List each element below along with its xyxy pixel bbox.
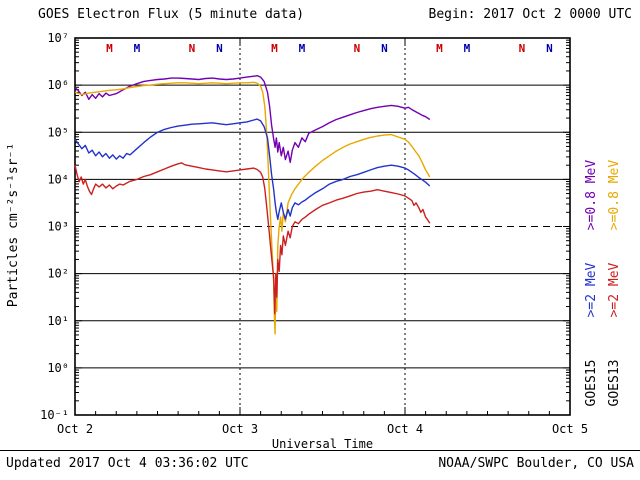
begin-time-label: Begin: 2017 Oct 2 0000 UTC bbox=[428, 7, 633, 22]
updated-timestamp: Updated 2017 Oct 4 03:36:02 UTC bbox=[6, 456, 249, 471]
marker-m: M bbox=[271, 42, 278, 55]
series-goes15-0-8-mev bbox=[74, 74, 431, 164]
y-axis-label: Particles cm⁻²s⁻¹sr⁻¹ bbox=[6, 142, 21, 308]
marker-n: N bbox=[189, 42, 196, 55]
marker-m: M bbox=[464, 42, 471, 55]
x-tick-label: Oct 5 bbox=[552, 422, 588, 436]
electron-flux-chart: M M N N M M N N M M N N 10⁷ 10⁶ 10⁵ 10⁴ 10³ 10² 10¹ 10⁰ 10⁻¹… bbox=[40, 31, 588, 436]
plot-border bbox=[74, 37, 571, 416]
y-tick-label: 10³ bbox=[47, 220, 69, 234]
y-tick-label: 10⁴ bbox=[47, 172, 69, 186]
marker-m: M bbox=[134, 42, 141, 55]
y-tick-label: 10⁶ bbox=[47, 78, 69, 92]
x-axis-label: Universal Time bbox=[271, 437, 374, 451]
y-tick-label: 10⁻¹ bbox=[40, 408, 69, 422]
chart-title: GOES Electron Flux (5 minute data) bbox=[38, 7, 305, 22]
marker-n: N bbox=[216, 42, 223, 55]
x-tick-label: Oct 4 bbox=[387, 422, 423, 436]
x-tick-label: Oct 2 bbox=[57, 422, 93, 436]
y-tick-label: 10¹ bbox=[47, 314, 69, 328]
y-tick-label: 10⁰ bbox=[47, 361, 69, 375]
y-tick-label: 10⁵ bbox=[47, 125, 69, 139]
series-goes15-2-mev bbox=[74, 118, 431, 221]
series-goes13-2-mev bbox=[74, 162, 431, 315]
marker-m: M bbox=[299, 42, 306, 55]
footer-divider bbox=[0, 450, 640, 451]
marker-n: N bbox=[519, 42, 526, 55]
marker-n: N bbox=[381, 42, 388, 55]
x-tick-label: Oct 3 bbox=[222, 422, 258, 436]
marker-n: N bbox=[354, 42, 361, 55]
y-tick-label: 10² bbox=[47, 267, 69, 281]
noaa-swpc-credit: NOAA/SWPC Boulder, CO USA bbox=[438, 456, 634, 471]
legend-goes15-satellite-label: GOES15 bbox=[584, 359, 599, 407]
legend-goes13-satellite-label: GOES13 bbox=[607, 359, 622, 407]
marker-n: N bbox=[546, 42, 553, 55]
marker-m: M bbox=[106, 42, 113, 55]
decade-gridlines bbox=[75, 84, 570, 369]
marker-m: M bbox=[436, 42, 443, 55]
y-tick-label: 10⁷ bbox=[47, 31, 69, 45]
